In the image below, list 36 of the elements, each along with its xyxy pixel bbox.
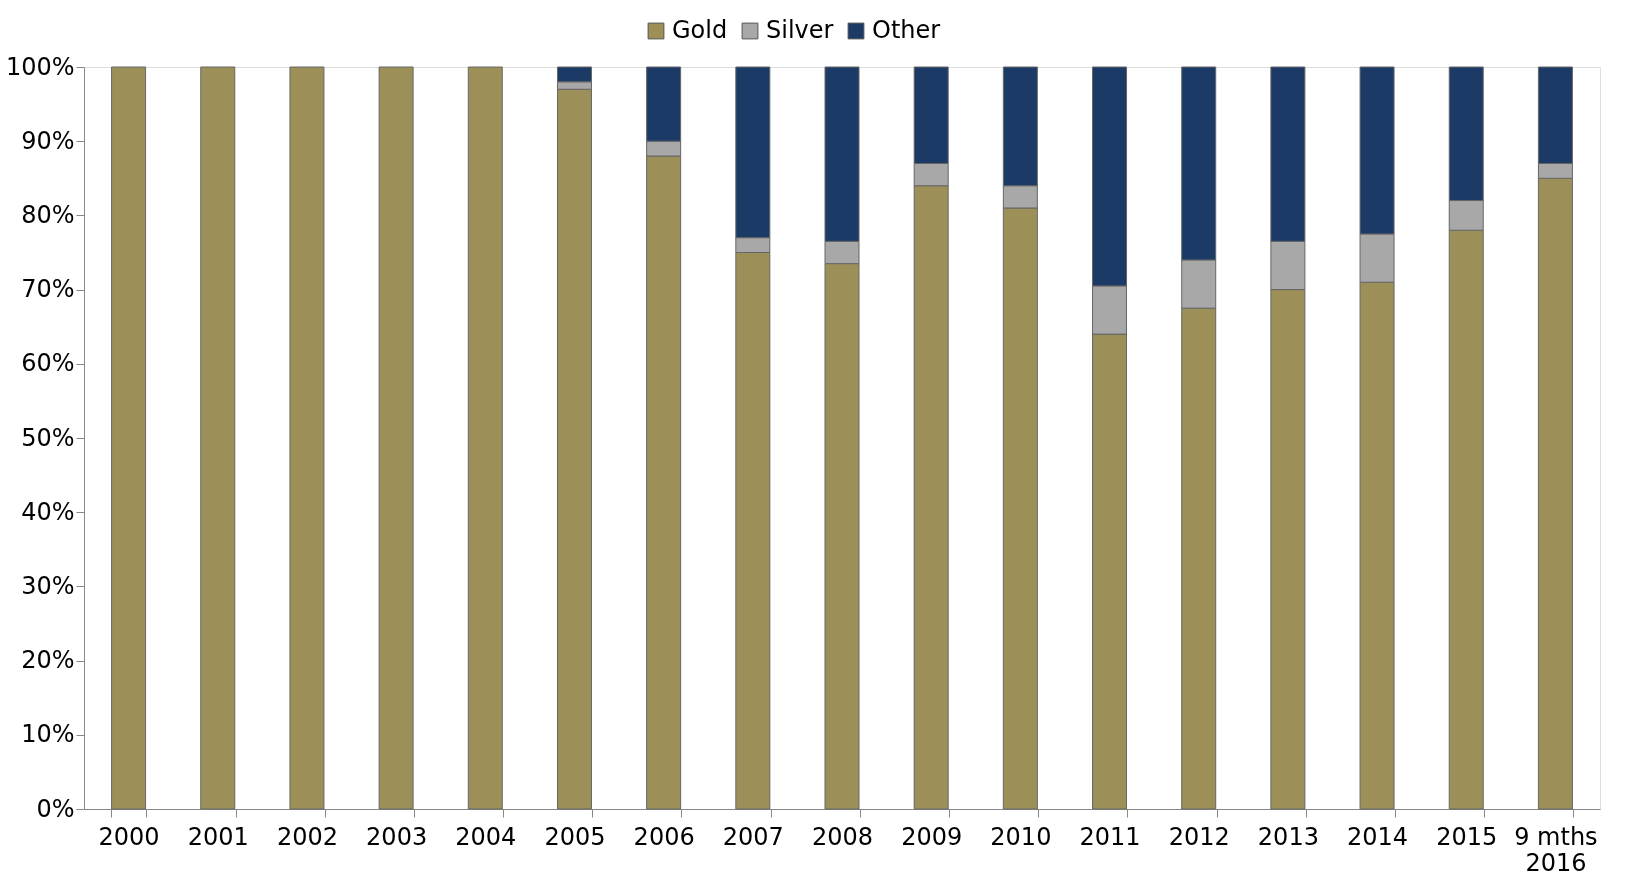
y-tick-label: 20% — [21, 646, 75, 675]
y-tick-label: 10% — [21, 720, 75, 749]
bar — [467, 66, 503, 810]
y-tick-label: 0% — [36, 794, 75, 823]
legend-label: Gold — [672, 16, 728, 44]
x-tick-label: 2009 — [901, 822, 963, 851]
x-tick-label: 2003 — [366, 822, 428, 851]
bar — [111, 66, 147, 810]
x-tick-label: 2005 — [544, 822, 606, 851]
y-tick-label: 50% — [21, 423, 75, 452]
bar — [200, 66, 236, 810]
x-tick-label: 2008 — [811, 822, 874, 851]
legend-label: Silver — [766, 16, 834, 44]
y-tick-label: 40% — [21, 497, 75, 526]
x-tick-label: 2011 — [1079, 822, 1141, 851]
x-tick-label: 2015 — [1436, 822, 1498, 851]
x-tick-label: 2012 — [1168, 822, 1230, 851]
y-tick-label: 100% — [5, 52, 75, 81]
x-tick-label: 2001 — [187, 822, 249, 851]
y-tick-label: 90% — [21, 126, 75, 155]
x-tick-label: 2004 — [455, 822, 517, 851]
x-tick-label: 2013 — [1257, 822, 1319, 851]
y-tick-label: 70% — [21, 275, 75, 304]
x-tick-label: 2000 — [98, 822, 160, 851]
y-tick-label: 60% — [21, 349, 75, 378]
bar — [378, 66, 414, 810]
x-tick-label: 2007 — [722, 822, 784, 851]
y-tick-label: 80% — [21, 200, 75, 229]
x-tick-label: 2006 — [633, 822, 695, 851]
y-tick-label: 30% — [21, 571, 75, 600]
x-tick-label: 2014 — [1347, 822, 1409, 851]
x-tick-label: 2002 — [276, 822, 338, 851]
bar — [289, 66, 325, 810]
legend-label: Other — [872, 16, 941, 44]
x-tick-label: 9 mths 2016 — [1514, 822, 1598, 877]
x-tick-label: 2010 — [990, 822, 1052, 851]
